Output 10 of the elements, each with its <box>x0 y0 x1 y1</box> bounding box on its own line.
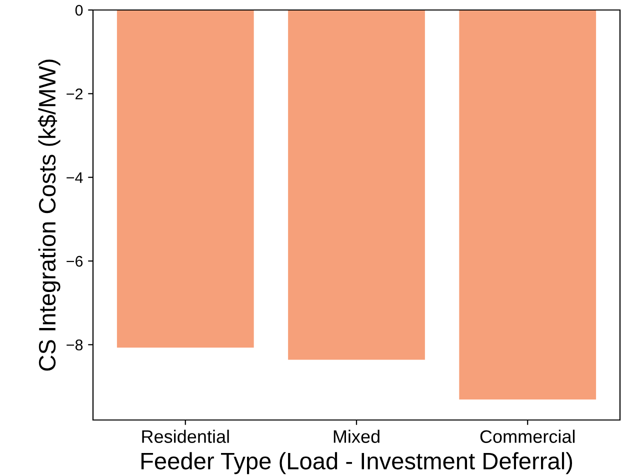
x-axis-title: Feeder Type (Load - Investment Deferral) <box>141 452 572 474</box>
x-tick-label: Commercial <box>480 430 575 443</box>
y-tick-label: −6 <box>66 256 83 267</box>
x-tick-label: Mixed <box>334 430 380 443</box>
x-tick-label: Residential <box>142 430 229 443</box>
y-tick-label: −2 <box>66 88 83 100</box>
y-tick-label: 0 <box>75 4 83 16</box>
y-axis-title: CS Integration Costs (k$/MW) <box>38 60 60 371</box>
y-tick-label: −8 <box>66 340 83 350</box>
y-tick-label: −4 <box>66 172 83 183</box>
